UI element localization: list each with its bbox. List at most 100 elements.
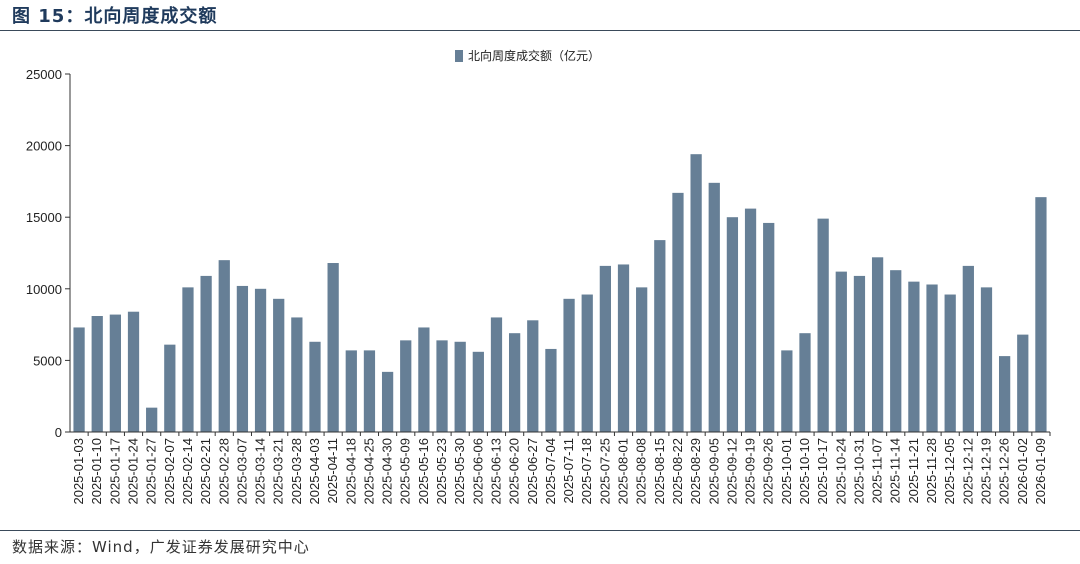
bar-2025-09-12: [726, 217, 739, 432]
bar-2025-02-21: [200, 275, 212, 432]
x-tick-label: 2025-10-10: [797, 438, 812, 505]
bar-2025-06-20: [509, 333, 521, 432]
x-tick-label: 2025-08-01: [616, 438, 631, 505]
bar-2025-06-13: [490, 317, 503, 432]
x-tick-label: 2025-03-07: [234, 438, 249, 505]
x-tick-label: 2025-05-23: [434, 438, 449, 505]
bar-2025-12-05: [944, 294, 956, 432]
bar-2025-02-14: [182, 287, 194, 432]
x-tick-label: 2025-02-21: [198, 438, 213, 505]
bar-2025-10-10: [799, 333, 811, 432]
bar-2025-08-01: [617, 264, 630, 432]
x-tick-label: 2025-02-28: [216, 438, 231, 505]
bar-2025-09-19: [744, 208, 757, 432]
bar-2025-10-31: [853, 275, 866, 432]
x-tick-label: 2025-12-12: [960, 438, 975, 505]
legend-label: 北向周度成交额（亿元）: [468, 48, 600, 63]
bar-2025-04-30: [381, 371, 394, 432]
bar-chart: 北向周度成交额（亿元） 0 5000 10000 15000 20000 25000 20…: [26, 48, 1051, 505]
legend-swatch: [455, 50, 463, 62]
bar-2025-02-28: [218, 260, 230, 432]
x-tick-label: 2025-08-08: [634, 438, 649, 505]
bar-2025-11-07: [871, 257, 884, 432]
x-axis: 2025-01-03 2025-01-10 2025-01-17 2025-01-24…: [70, 431, 1051, 505]
x-tick-label: 2025-09-19: [743, 438, 758, 505]
x-tick-label: 2025-04-25: [361, 438, 376, 505]
x-tick-label: 2025-04-03: [307, 438, 322, 505]
bar-2025-10-17: [817, 218, 829, 432]
x-tick-label: 2025-06-20: [507, 438, 522, 505]
bar-2025-05-23: [436, 340, 448, 432]
bar-2025-07-04: [545, 348, 557, 432]
x-tick-label: 2025-07-11: [561, 438, 576, 504]
bar-2025-09-26: [763, 222, 775, 432]
x-tick-label: 2025-11-28: [924, 438, 939, 504]
bar-2025-09-05: [708, 182, 720, 432]
x-tick-label: 2025-06-06: [470, 438, 485, 505]
bar-2026-01-02: [1017, 334, 1029, 432]
bar-2025-12-19: [980, 287, 993, 432]
bar-2025-04-18: [345, 350, 357, 432]
y-tick-label: 10000: [26, 282, 62, 297]
x-tick-label: 2025-10-24: [833, 438, 848, 505]
x-tick-label: 2025-01-27: [144, 438, 159, 505]
x-tick-label: 2025-05-16: [416, 438, 431, 505]
bar-2025-06-06: [472, 351, 484, 432]
y-tick-label: 0: [55, 425, 62, 440]
x-tick-label: 2026-01-02: [1015, 438, 1030, 505]
x-tick-label: 2025-11-21: [906, 438, 921, 504]
bar-2025-12-26: [999, 356, 1011, 432]
x-tick-label: 2025-10-17: [815, 438, 830, 505]
top-rule: [0, 30, 1080, 31]
x-tick-label: 2025-08-22: [670, 438, 685, 505]
source-note: 数据来源：Wind，广发证券发展研究中心: [12, 538, 310, 556]
bar-2025-01-10: [91, 316, 103, 432]
bar-2025-11-14: [890, 270, 902, 432]
x-tick-label: 2025-08-29: [688, 438, 703, 505]
bar-2025-10-24: [835, 271, 847, 432]
bar-2025-10-01: [781, 350, 793, 432]
x-tick-label: 2025-03-28: [289, 438, 304, 505]
bar-2025-01-27: [146, 407, 158, 432]
bar-2025-06-27: [527, 320, 539, 432]
x-tick-label: 2025-03-21: [271, 438, 286, 505]
y-tick-label: 5000: [33, 353, 62, 368]
bar-2025-03-14: [254, 288, 267, 432]
x-tick-label: 2025-09-26: [761, 438, 776, 505]
bars-group: [73, 154, 1047, 432]
x-tick-label: 2025-02-14: [180, 438, 195, 505]
x-tick-label: 2025-10-31: [851, 438, 866, 505]
figure-title: 图 15：北向周度成交额: [12, 6, 218, 27]
x-tick-label: 2025-05-30: [452, 438, 467, 505]
x-tick-label: 2025-03-14: [253, 438, 268, 505]
x-tick-label: 2025-02-07: [162, 438, 177, 505]
bar-2025-01-24: [127, 311, 140, 432]
x-tick-label: 2025-12-26: [997, 438, 1012, 505]
y-tick-label: 20000: [26, 139, 62, 154]
x-tick-label: 2026-01-09: [1033, 438, 1048, 505]
bar-2025-12-12: [962, 265, 974, 432]
y-axis: 0 5000 10000 15000 20000 25000: [26, 67, 71, 440]
x-tick-label: 2025-11-07: [870, 438, 885, 504]
x-tick-label: 2025-04-11: [325, 438, 340, 504]
bar-2025-11-28: [926, 284, 938, 432]
x-tick-label: 2025-05-09: [398, 438, 413, 505]
x-tick-label: 2025-12-19: [978, 438, 993, 505]
bar-2025-04-03: [309, 341, 321, 432]
bar-2025-08-29: [690, 154, 702, 432]
y-tick-label: 15000: [26, 210, 62, 225]
bar-2025-08-08: [636, 287, 648, 432]
bar-2025-04-11: [327, 263, 339, 432]
bar-2025-07-25: [599, 265, 611, 432]
x-tick-label: 2025-04-30: [380, 438, 395, 505]
x-tick-label: 2025-08-15: [652, 438, 667, 505]
bottom-rule: [0, 530, 1080, 531]
x-tick-label: 2025-10-01: [779, 438, 794, 505]
bar-2025-02-07: [164, 344, 176, 432]
x-tick-label: 2025-07-25: [597, 438, 612, 505]
bar-2025-03-07: [236, 285, 249, 432]
bar-2025-01-03: [73, 327, 85, 432]
bar-2025-04-25: [363, 350, 376, 432]
x-tick-label: 2025-01-24: [126, 438, 141, 505]
bar-2025-11-21: [908, 281, 920, 432]
